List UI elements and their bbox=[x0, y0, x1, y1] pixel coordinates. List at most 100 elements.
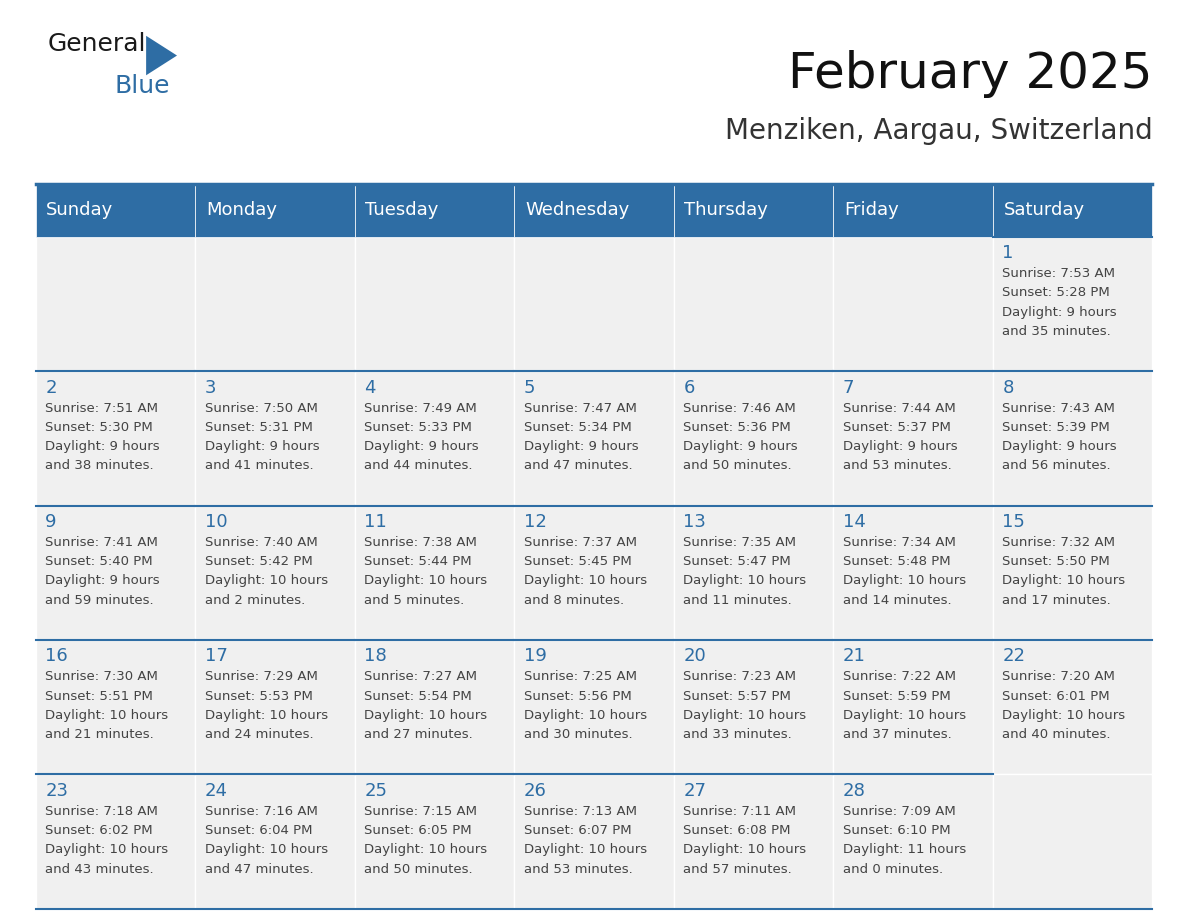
Text: 11: 11 bbox=[365, 513, 387, 531]
Bar bbox=[674, 237, 833, 371]
Text: Daylight: 9 hours: Daylight: 9 hours bbox=[365, 440, 479, 453]
Text: Daylight: 10 hours: Daylight: 10 hours bbox=[45, 709, 169, 722]
Text: Sunrise: 7:23 AM: Sunrise: 7:23 AM bbox=[683, 670, 796, 683]
Text: Daylight: 10 hours: Daylight: 10 hours bbox=[365, 709, 487, 722]
Text: and 37 minutes.: and 37 minutes. bbox=[842, 728, 952, 741]
Text: Daylight: 10 hours: Daylight: 10 hours bbox=[1003, 709, 1125, 722]
Text: and 50 minutes.: and 50 minutes. bbox=[365, 863, 473, 876]
Text: Daylight: 10 hours: Daylight: 10 hours bbox=[204, 844, 328, 856]
Text: 12: 12 bbox=[524, 513, 546, 531]
Text: Sunrise: 7:16 AM: Sunrise: 7:16 AM bbox=[204, 805, 317, 818]
Text: Monday: Monday bbox=[206, 201, 277, 219]
Text: Daylight: 10 hours: Daylight: 10 hours bbox=[204, 709, 328, 722]
Text: and 47 minutes.: and 47 minutes. bbox=[524, 459, 632, 473]
Text: Daylight: 9 hours: Daylight: 9 hours bbox=[1003, 306, 1117, 319]
Bar bbox=[355, 775, 514, 909]
Bar bbox=[195, 184, 355, 237]
Text: and 30 minutes.: and 30 minutes. bbox=[524, 728, 632, 741]
Text: 10: 10 bbox=[204, 513, 227, 531]
Text: Sunset: 5:31 PM: Sunset: 5:31 PM bbox=[204, 420, 312, 434]
Bar bbox=[195, 371, 355, 506]
Text: and 0 minutes.: and 0 minutes. bbox=[842, 863, 943, 876]
Text: Sunset: 5:30 PM: Sunset: 5:30 PM bbox=[45, 420, 153, 434]
Text: Friday: Friday bbox=[843, 201, 899, 219]
Text: Sunrise: 7:22 AM: Sunrise: 7:22 AM bbox=[842, 670, 956, 683]
Text: 4: 4 bbox=[365, 378, 375, 397]
Text: 6: 6 bbox=[683, 378, 695, 397]
Text: Sunrise: 7:32 AM: Sunrise: 7:32 AM bbox=[1003, 536, 1116, 549]
Text: Daylight: 10 hours: Daylight: 10 hours bbox=[204, 575, 328, 588]
Text: Sunrise: 7:15 AM: Sunrise: 7:15 AM bbox=[365, 805, 478, 818]
Text: Blue: Blue bbox=[114, 74, 170, 98]
Text: Sunset: 5:34 PM: Sunset: 5:34 PM bbox=[524, 420, 632, 434]
Text: Sunset: 5:59 PM: Sunset: 5:59 PM bbox=[842, 689, 950, 702]
Text: Sunset: 6:10 PM: Sunset: 6:10 PM bbox=[842, 824, 950, 837]
Text: Sunset: 5:33 PM: Sunset: 5:33 PM bbox=[365, 420, 472, 434]
Bar bbox=[993, 506, 1152, 640]
Text: and 17 minutes.: and 17 minutes. bbox=[1003, 594, 1111, 607]
Text: 3: 3 bbox=[204, 378, 216, 397]
Bar bbox=[993, 184, 1152, 237]
Text: and 38 minutes.: and 38 minutes. bbox=[45, 459, 153, 473]
Text: Sunrise: 7:38 AM: Sunrise: 7:38 AM bbox=[365, 536, 478, 549]
Text: Sunrise: 7:43 AM: Sunrise: 7:43 AM bbox=[1003, 401, 1116, 415]
Bar bbox=[195, 506, 355, 640]
Text: Sunset: 5:57 PM: Sunset: 5:57 PM bbox=[683, 689, 791, 702]
Text: and 40 minutes.: and 40 minutes. bbox=[1003, 728, 1111, 741]
Text: Daylight: 10 hours: Daylight: 10 hours bbox=[683, 575, 807, 588]
Text: Sunrise: 7:49 AM: Sunrise: 7:49 AM bbox=[365, 401, 476, 415]
Text: Sunset: 6:01 PM: Sunset: 6:01 PM bbox=[1003, 689, 1110, 702]
Bar bbox=[674, 184, 833, 237]
Text: and 5 minutes.: and 5 minutes. bbox=[365, 594, 465, 607]
Bar bbox=[833, 184, 993, 237]
Text: and 2 minutes.: and 2 minutes. bbox=[204, 594, 305, 607]
Text: 27: 27 bbox=[683, 782, 707, 800]
Text: Daylight: 10 hours: Daylight: 10 hours bbox=[365, 575, 487, 588]
Text: Sunrise: 7:27 AM: Sunrise: 7:27 AM bbox=[365, 670, 478, 683]
Text: and 53 minutes.: and 53 minutes. bbox=[524, 863, 632, 876]
Text: Sunset: 5:36 PM: Sunset: 5:36 PM bbox=[683, 420, 791, 434]
Text: Daylight: 10 hours: Daylight: 10 hours bbox=[524, 709, 646, 722]
Bar bbox=[993, 237, 1152, 371]
Bar bbox=[674, 775, 833, 909]
Text: Daylight: 9 hours: Daylight: 9 hours bbox=[45, 575, 159, 588]
Bar bbox=[355, 237, 514, 371]
Bar bbox=[674, 506, 833, 640]
Text: and 21 minutes.: and 21 minutes. bbox=[45, 728, 154, 741]
Text: 24: 24 bbox=[204, 782, 228, 800]
Text: Sunrise: 7:18 AM: Sunrise: 7:18 AM bbox=[45, 805, 158, 818]
Text: and 59 minutes.: and 59 minutes. bbox=[45, 594, 153, 607]
Text: and 14 minutes.: and 14 minutes. bbox=[842, 594, 952, 607]
Text: Sunset: 5:51 PM: Sunset: 5:51 PM bbox=[45, 689, 153, 702]
Text: Daylight: 9 hours: Daylight: 9 hours bbox=[524, 440, 638, 453]
Bar bbox=[833, 371, 993, 506]
Text: Sunrise: 7:13 AM: Sunrise: 7:13 AM bbox=[524, 805, 637, 818]
Text: 15: 15 bbox=[1003, 513, 1025, 531]
Text: Sunrise: 7:40 AM: Sunrise: 7:40 AM bbox=[204, 536, 317, 549]
Bar bbox=[36, 775, 195, 909]
Text: Sunset: 5:50 PM: Sunset: 5:50 PM bbox=[1003, 555, 1110, 568]
Text: 17: 17 bbox=[204, 647, 228, 666]
Text: Daylight: 10 hours: Daylight: 10 hours bbox=[524, 844, 646, 856]
Bar bbox=[195, 640, 355, 775]
Bar bbox=[993, 775, 1152, 909]
Text: 19: 19 bbox=[524, 647, 546, 666]
Text: and 57 minutes.: and 57 minutes. bbox=[683, 863, 792, 876]
Text: Sunrise: 7:41 AM: Sunrise: 7:41 AM bbox=[45, 536, 158, 549]
Text: Sunrise: 7:53 AM: Sunrise: 7:53 AM bbox=[1003, 267, 1116, 280]
Text: and 47 minutes.: and 47 minutes. bbox=[204, 863, 314, 876]
Text: Sunset: 5:42 PM: Sunset: 5:42 PM bbox=[204, 555, 312, 568]
Text: 14: 14 bbox=[842, 513, 866, 531]
Text: 2: 2 bbox=[45, 378, 57, 397]
Text: General: General bbox=[48, 32, 146, 56]
Bar bbox=[514, 506, 674, 640]
Text: 7: 7 bbox=[842, 378, 854, 397]
Text: and 44 minutes.: and 44 minutes. bbox=[365, 459, 473, 473]
Bar bbox=[36, 184, 195, 237]
Text: Sunset: 6:07 PM: Sunset: 6:07 PM bbox=[524, 824, 631, 837]
Text: Daylight: 10 hours: Daylight: 10 hours bbox=[45, 844, 169, 856]
Text: and 8 minutes.: and 8 minutes. bbox=[524, 594, 624, 607]
Text: Daylight: 9 hours: Daylight: 9 hours bbox=[204, 440, 320, 453]
Text: Sunrise: 7:20 AM: Sunrise: 7:20 AM bbox=[1003, 670, 1116, 683]
Text: Sunset: 6:02 PM: Sunset: 6:02 PM bbox=[45, 824, 153, 837]
